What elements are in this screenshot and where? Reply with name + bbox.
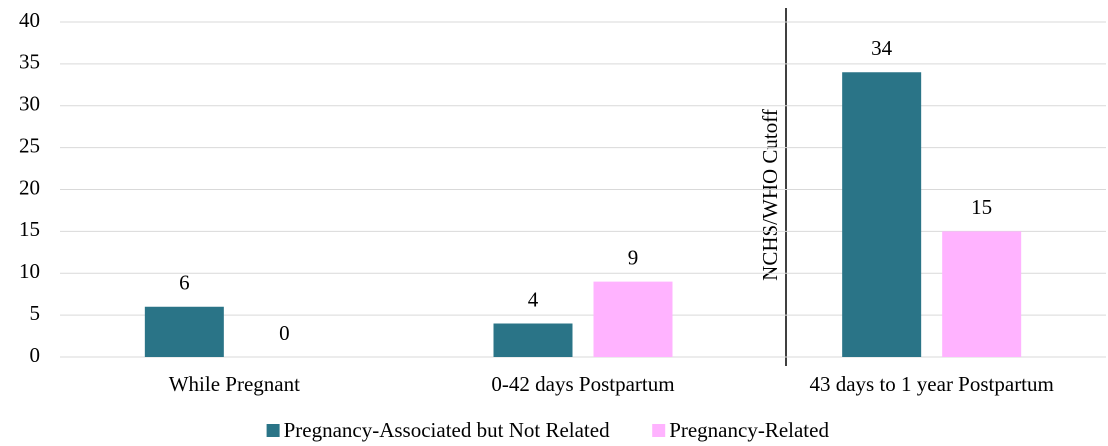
y-tick-label: 0 bbox=[30, 343, 41, 367]
data-label: 0 bbox=[279, 321, 290, 345]
y-tick-label: 30 bbox=[19, 92, 40, 116]
data-label: 15 bbox=[971, 195, 992, 219]
x-tick-label: 0-42 days Postpartum bbox=[491, 372, 674, 396]
data-label: 9 bbox=[628, 245, 639, 269]
cutoff-label: NCHS/WHO Cutoff bbox=[758, 109, 782, 281]
data-label: 6 bbox=[179, 271, 190, 295]
legend-label: Pregnancy-Associated but Not Related bbox=[284, 418, 610, 442]
bar bbox=[842, 72, 922, 357]
x-tick-label: 43 days to 1 year Postpartum bbox=[809, 372, 1053, 396]
data-label: 34 bbox=[871, 36, 893, 60]
legend-label: Pregnancy-Related bbox=[669, 418, 829, 442]
bar bbox=[493, 323, 573, 357]
y-tick-label: 25 bbox=[19, 133, 40, 157]
bar bbox=[144, 306, 224, 357]
y-tick-label: 15 bbox=[19, 217, 40, 241]
y-tick-label: 20 bbox=[19, 175, 40, 199]
y-tick-label: 10 bbox=[19, 259, 40, 283]
legend-swatch bbox=[266, 424, 280, 437]
bar bbox=[593, 281, 673, 357]
bar bbox=[942, 231, 1022, 357]
y-tick-label: 35 bbox=[19, 50, 40, 74]
legend-swatch bbox=[652, 424, 666, 437]
y-tick-label: 40 bbox=[19, 8, 40, 32]
y-tick-label: 5 bbox=[30, 301, 41, 325]
data-label: 4 bbox=[528, 287, 539, 311]
x-tick-label: While Pregnant bbox=[169, 372, 300, 396]
